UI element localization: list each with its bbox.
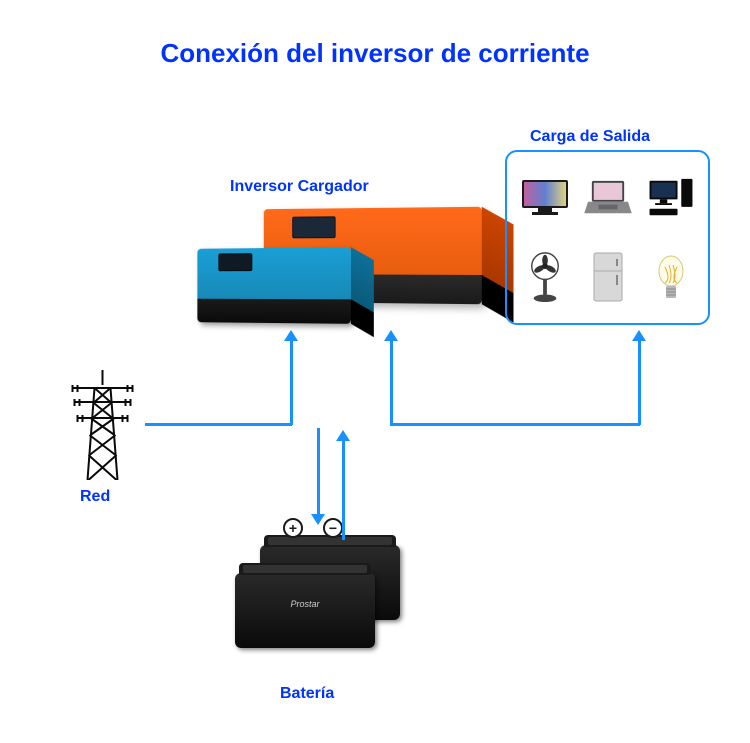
fridge-icon bbox=[583, 252, 633, 302]
terminal-minus: − bbox=[323, 518, 343, 538]
wire-load-v bbox=[638, 340, 641, 425]
inverter-label: Inversor Cargador bbox=[230, 178, 369, 196]
load-label: Carga de Salida bbox=[530, 128, 650, 146]
battery-unit-front: Prostar bbox=[235, 573, 375, 648]
load-box bbox=[505, 150, 710, 325]
arrow-inverter-to-line bbox=[384, 330, 398, 341]
inverter-orange-display bbox=[292, 216, 335, 238]
wire-battery-up bbox=[342, 440, 345, 540]
laptop-icon bbox=[583, 173, 633, 223]
arrow-to-battery bbox=[311, 514, 325, 525]
inverter-blue bbox=[197, 247, 351, 324]
wire-grid-h bbox=[145, 423, 292, 426]
diagram-title: Conexión del inversor de corriente bbox=[0, 38, 750, 69]
wire-grid-v bbox=[290, 340, 293, 425]
fan-icon bbox=[520, 252, 570, 302]
arrow-to-load bbox=[632, 330, 646, 341]
terminal-plus: + bbox=[283, 518, 303, 538]
wire-load-v-inverter bbox=[390, 340, 393, 425]
battery-brand: Prostar bbox=[235, 599, 375, 609]
bulb-icon bbox=[646, 252, 696, 302]
battery-bank: Prostar bbox=[235, 545, 400, 650]
inverter-blue-display bbox=[218, 253, 252, 271]
wire-battery-down bbox=[317, 428, 320, 516]
transmission-tower bbox=[60, 370, 145, 480]
wire-load-h bbox=[390, 423, 640, 426]
grid-label: Red bbox=[80, 488, 110, 506]
tv-icon bbox=[520, 173, 570, 223]
arrow-grid-to-inverter bbox=[284, 330, 298, 341]
desktop-icon bbox=[646, 173, 696, 223]
battery-label: Batería bbox=[280, 685, 334, 703]
arrow-from-battery bbox=[336, 430, 350, 441]
